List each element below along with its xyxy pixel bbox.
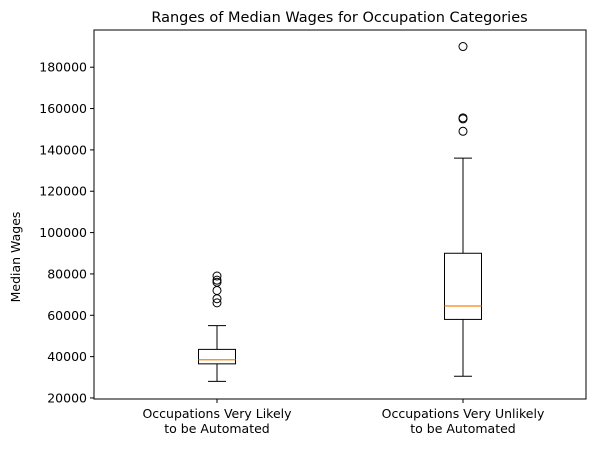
y-tick-label: 160000 xyxy=(39,101,87,116)
y-tick-label: 80000 xyxy=(47,266,87,281)
x-tick-label: to be Automated xyxy=(410,421,516,436)
outlier-point xyxy=(458,113,468,123)
outlier-point xyxy=(212,285,222,295)
box xyxy=(444,252,482,320)
outlier-point xyxy=(212,271,222,281)
chart-title: Ranges of Median Wages for Occupation Ca… xyxy=(151,10,527,26)
outlier-point xyxy=(458,126,468,136)
y-tick-label: 40000 xyxy=(47,349,87,364)
x-tick-label: Occupations Very Unlikely xyxy=(382,406,545,421)
y-tick-label: 120000 xyxy=(39,184,87,199)
x-tick-label: Occupations Very Likely xyxy=(142,406,292,421)
plot-frame xyxy=(93,29,587,400)
y-tick-label: 180000 xyxy=(39,60,87,75)
y-tick-label: 20000 xyxy=(47,390,87,405)
outlier-point xyxy=(212,275,222,285)
y-tick-label: 100000 xyxy=(39,225,87,240)
y-tick-label: 60000 xyxy=(47,308,87,323)
plot-area: 20000 40000 60000 80000 100000 120000 140000 16… xyxy=(39,42,545,436)
outlier-point xyxy=(212,277,222,287)
y-axis-label: Median Wages xyxy=(8,212,23,303)
outlier-point xyxy=(458,42,468,52)
box xyxy=(198,348,236,365)
y-tick-label: 140000 xyxy=(39,142,87,157)
outlier-point xyxy=(212,298,222,308)
x-tick-label: to be Automated xyxy=(164,421,270,436)
